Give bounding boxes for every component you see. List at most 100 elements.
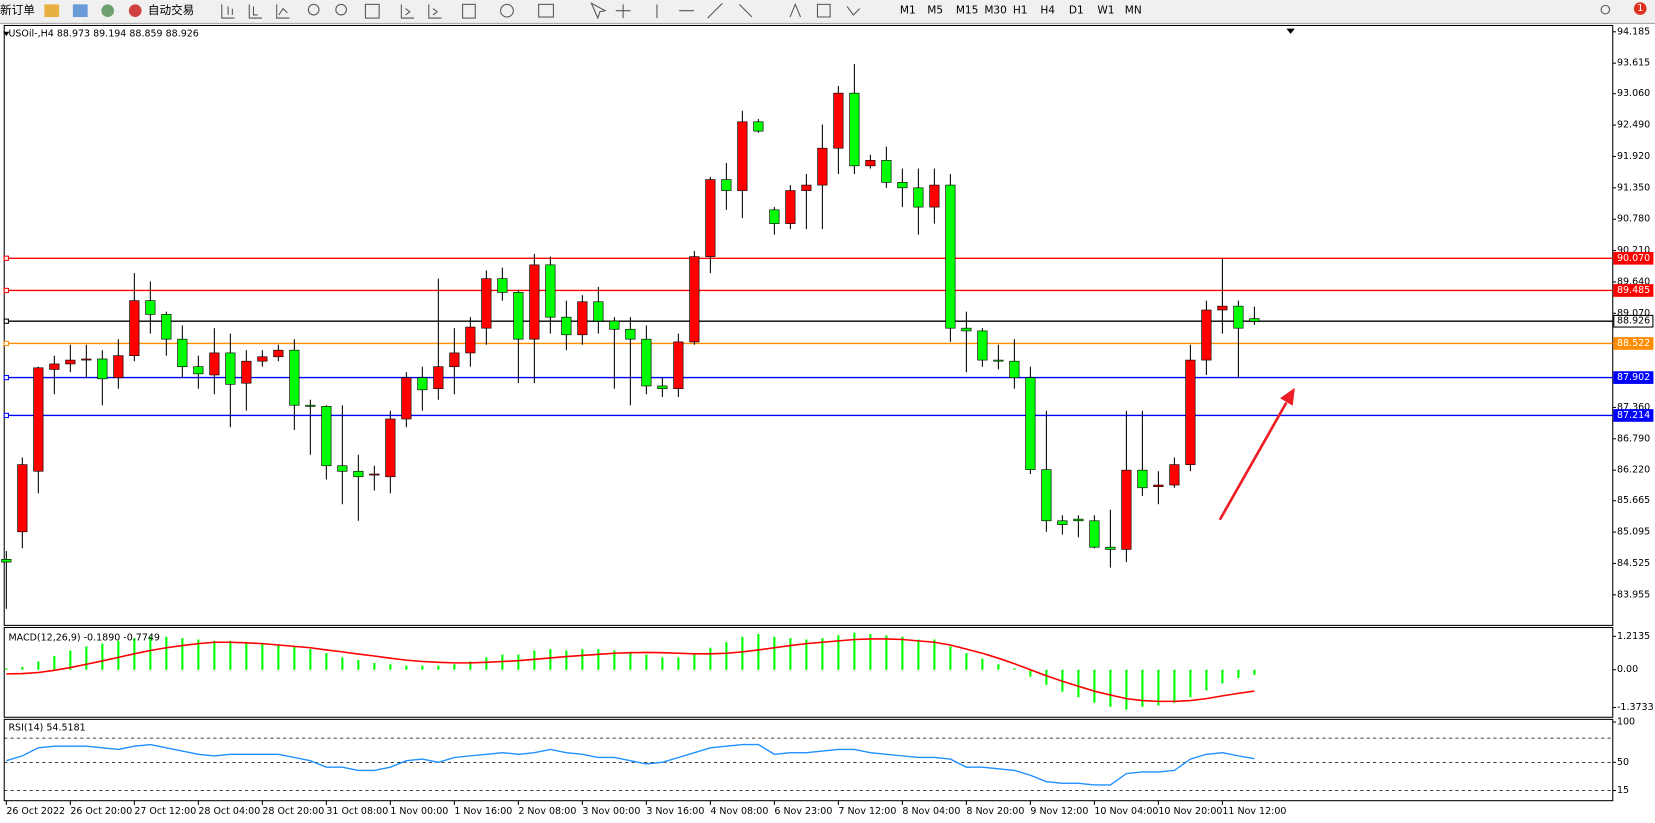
icon[interactable] <box>615 2 861 19</box>
rsi-line <box>6 743 1255 786</box>
icon[interactable] <box>248 4 262 19</box>
icon[interactable] <box>221 4 235 19</box>
candle-body <box>977 330 988 361</box>
macd-bar <box>885 635 888 670</box>
macd-bar <box>197 639 200 670</box>
icon[interactable] <box>590 2 607 20</box>
level-handle <box>3 287 9 294</box>
x-tick-label: 26 Oct 20:00 <box>70 806 132 817</box>
new-order[interactable]: 新订单 <box>0 3 35 17</box>
macd-bar <box>933 639 936 670</box>
candle-body <box>145 300 156 315</box>
signal-line <box>6 638 1255 703</box>
notification-badge[interactable] <box>1633 2 1647 15</box>
candle-body <box>881 159 892 183</box>
x-tick-label: 7 Nov 12:00 <box>838 806 896 817</box>
timeframe-button[interactable]: M30 <box>984 5 1007 17</box>
arrow-head <box>1280 387 1295 406</box>
candle-body <box>785 190 796 224</box>
plot: 94.185 93.615 93.060 92.490 91.920 91.350 90.7… <box>1 26 1654 817</box>
icon[interactable] <box>44 4 60 18</box>
level-handle <box>3 255 9 261</box>
candle-body <box>1 558 12 563</box>
x-tick-label: 31 Oct 08:00 <box>326 806 388 817</box>
icon[interactable] <box>276 4 290 19</box>
candle-body <box>1233 305 1244 329</box>
y-tick-label: 90.780 <box>1617 214 1650 225</box>
candle-body <box>513 292 524 340</box>
macd-bar <box>341 657 344 670</box>
macd-bar <box>1221 669 1224 684</box>
macd-bar <box>485 657 488 670</box>
candle-body <box>225 352 236 385</box>
y-tick-label: 86.220 <box>1617 465 1650 476</box>
icon[interactable] <box>307 3 320 16</box>
timeframe-button[interactable]: H1 <box>1013 5 1028 17</box>
y-tick-label: 83.955 <box>1617 589 1650 600</box>
timeframe-button[interactable]: M5 <box>927 5 943 17</box>
icon[interactable] <box>335 3 347 16</box>
timeframe-button[interactable]: MN <box>1125 5 1142 17</box>
level-label-bg <box>1613 409 1654 422</box>
y-tick-label: -1.3733 <box>1617 702 1654 713</box>
macd-bar <box>469 661 472 670</box>
candle-body <box>1185 359 1196 465</box>
x-tick-label: 26 Oct 2022 <box>6 806 65 817</box>
macd-bar <box>917 639 920 670</box>
level-label: 90.070 <box>1617 253 1650 264</box>
x-tick-label: 8 Nov 20:00 <box>966 806 1024 817</box>
macd-bar <box>213 640 216 670</box>
macd-bar <box>5 668 8 670</box>
candle-body <box>1249 318 1260 322</box>
timeframe-button[interactable]: D1 <box>1069 5 1084 17</box>
y-tick-label: 84.525 <box>1617 558 1650 569</box>
icon[interactable] <box>364 3 380 19</box>
rsi-title: RSI(14) 54.5181 <box>8 722 85 733</box>
macd-bar <box>773 636 776 670</box>
candle-body <box>401 377 412 420</box>
candle-body <box>369 473 380 476</box>
candle-body <box>1121 469 1132 550</box>
timeframe-button[interactable]: M15 <box>956 5 979 17</box>
x-tick-label: 10 Nov 20:00 <box>1158 806 1222 817</box>
icon[interactable] <box>462 3 476 19</box>
candle-body <box>385 418 396 478</box>
candle-body <box>689 256 700 343</box>
timeframe-button[interactable]: H4 <box>1040 5 1055 17</box>
macd-bar <box>981 658 984 670</box>
y-tick-label: 15 <box>1617 785 1629 796</box>
macd-bar <box>565 650 568 670</box>
macd-bar <box>181 638 184 670</box>
macd-bar <box>517 654 520 670</box>
candle-body <box>849 92 860 167</box>
macd-bar <box>1093 669 1096 703</box>
macd-bar <box>453 664 456 670</box>
macd-bar <box>693 654 696 670</box>
candle-body <box>305 404 316 407</box>
y-tick-label: 91.920 <box>1617 151 1650 162</box>
candle-body <box>257 356 268 362</box>
candle-body <box>705 179 716 257</box>
icon[interactable] <box>101 4 115 18</box>
candle-body <box>801 184 812 191</box>
icon[interactable] <box>1600 4 1611 15</box>
icon[interactable] <box>428 4 442 19</box>
level-label-bg <box>1613 284 1654 297</box>
candle-body <box>833 92 844 149</box>
icon[interactable] <box>500 3 514 18</box>
icon[interactable] <box>128 4 142 18</box>
y-tick-label: 92.490 <box>1617 120 1650 131</box>
icon[interactable] <box>538 3 554 18</box>
auto-trading[interactable]: 自动交易 <box>148 3 194 17</box>
macd-bar <box>405 665 408 670</box>
icon[interactable] <box>400 4 415 19</box>
timeframe-button[interactable]: M1 <box>900 5 916 17</box>
notification-count: 1 <box>1637 3 1643 14</box>
macd-bar <box>581 649 584 670</box>
icon[interactable] <box>72 4 88 18</box>
macd-bar <box>421 665 424 670</box>
level-label-bg <box>1613 251 1654 265</box>
macd-bar <box>309 649 312 670</box>
timeframe-button[interactable]: W1 <box>1097 5 1114 17</box>
candle-body <box>241 360 252 384</box>
